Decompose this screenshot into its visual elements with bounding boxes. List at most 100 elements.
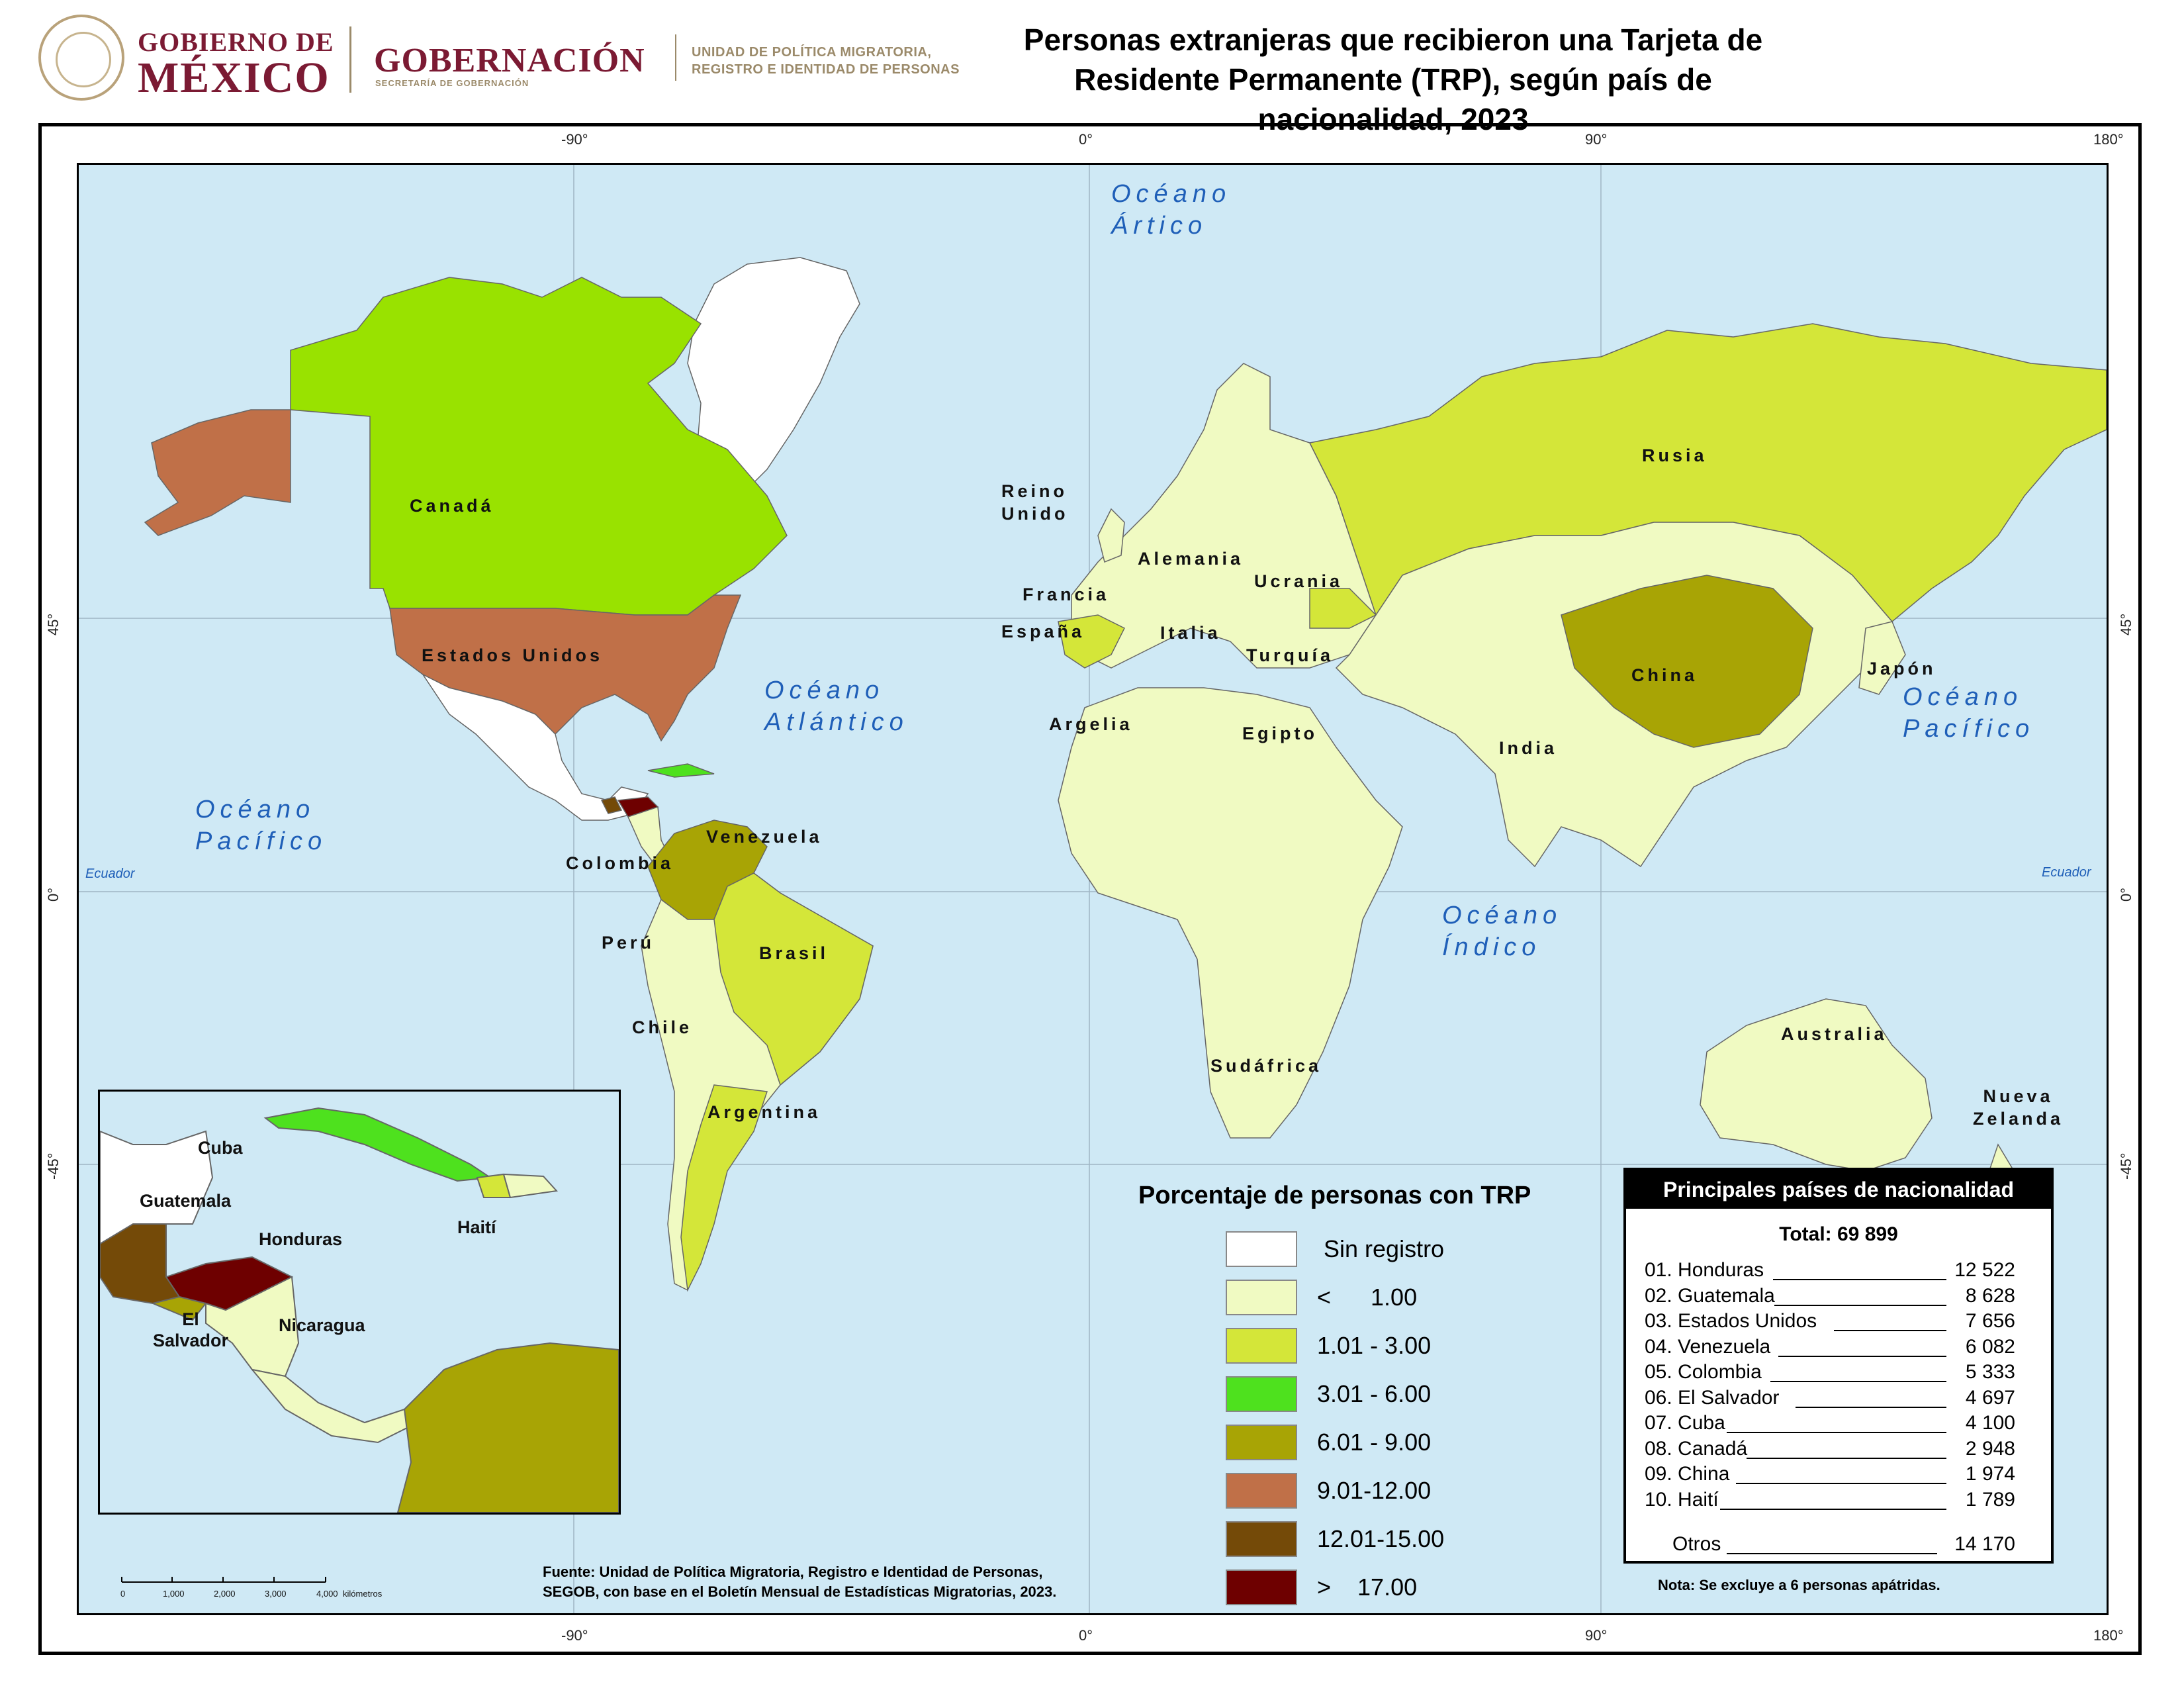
- row-leader-line: [1834, 1330, 1946, 1331]
- australia-shape: [1700, 998, 1933, 1172]
- label-sudafrica: Sudáfrica: [1210, 1056, 1322, 1076]
- legend-swatch-1: [1226, 1280, 1297, 1315]
- label-india: India: [1499, 738, 1558, 758]
- row-leader-line: [1773, 1279, 1946, 1280]
- label-china: China: [1631, 665, 1698, 685]
- scale-tick-4000: 4,000: [316, 1589, 338, 1599]
- label-zelanda: Zelanda: [1973, 1109, 2064, 1129]
- source-line1: Fuente: Unidad de Política Migratoria, R…: [543, 1564, 1043, 1580]
- label-alemania: Alemania: [1138, 549, 1244, 569]
- label-peru: Perú: [602, 933, 655, 953]
- gobierno-logo-line2: MÉXICO: [138, 54, 330, 102]
- inset-costa-rica-panama-shape: [250, 1368, 419, 1444]
- table-row: 03. Estados Unidos 7 656: [1645, 1310, 2015, 1335]
- legend-swatch-2: [1226, 1328, 1297, 1364]
- row-name: 02. Guatemala: [1645, 1284, 1775, 1307]
- ocean-pacifico-e: Océano Pacífico: [1903, 681, 2034, 745]
- row-leader-line: [1796, 1406, 1946, 1408]
- legend-label-5: 9.01-12.00: [1317, 1477, 1432, 1504]
- row-value: 1 974: [1965, 1463, 2015, 1485]
- tick-left-0: 0°: [45, 887, 62, 902]
- row-value: 4 100: [1965, 1412, 2015, 1434]
- label-brasil: Brasil: [759, 943, 829, 963]
- legend-label-0: Sin registro: [1324, 1235, 1445, 1262]
- ocean-atlantico: Océano Atlántico: [764, 675, 909, 738]
- table-row: 04. Venezuela 6 082: [1645, 1336, 2015, 1361]
- row-value: 12 522: [1954, 1259, 2015, 1281]
- table-row: 09. China 1 974: [1645, 1463, 2015, 1488]
- row-otros-value: 14 170: [1954, 1533, 2015, 1555]
- scale-tick-3000: 3,000: [265, 1589, 287, 1599]
- argentina-shape: [680, 1084, 768, 1292]
- gobernacion-subtitle: SECRETARÍA DE GOBERNACIÓN: [375, 78, 529, 88]
- row-name: 06. El Salvador: [1645, 1386, 1780, 1409]
- row-name: 07. Cuba: [1645, 1412, 1725, 1434]
- row-name: 03. Estados Unidos: [1645, 1310, 1817, 1332]
- legend-label-3: 3.01 - 6.00: [1317, 1380, 1432, 1407]
- ocean-pacifico-e-l2: Pacífico: [1903, 715, 2035, 743]
- spain-shape: [1058, 614, 1126, 669]
- top-countries-table: Principales países de nacionalidad Total…: [1623, 1168, 2054, 1564]
- map-title-line2: Residente Permanente (TRP), según país d…: [1074, 62, 1712, 136]
- row-leader-line: [1736, 1483, 1946, 1484]
- label-colombia: Colombia: [566, 853, 674, 873]
- table-row: 08. Canadá 2 948: [1645, 1438, 2015, 1463]
- unidad-line1: UNIDAD DE POLÍTICA MIGRATORIA,: [692, 45, 932, 60]
- row-value: 1 789: [1965, 1488, 2015, 1511]
- gobernacion-logo: GOBERNACIÓN: [374, 42, 645, 79]
- inset-label-haiti: Haití: [457, 1217, 496, 1237]
- legend-label-1: < 1.00: [1317, 1284, 1418, 1311]
- row-name: 04. Venezuela: [1645, 1335, 1771, 1358]
- inset-svg: [100, 1107, 619, 1513]
- gobierno-logo-line1: GOBIERNO DE: [138, 27, 334, 57]
- row-leader-line: [1727, 1432, 1946, 1433]
- row-leader-line: [1774, 1304, 1946, 1306]
- coat-of-arms-seal: [38, 15, 124, 101]
- inset-dr-shape: [502, 1173, 559, 1199]
- tick-bottom-0: 0°: [1079, 1627, 1093, 1644]
- legend-swatch-5: [1226, 1473, 1297, 1509]
- greenland-shape: [687, 257, 860, 496]
- table-row: 07. Cuba 4 100: [1645, 1412, 2015, 1437]
- table-row: 02. Guatemala 8 628: [1645, 1285, 2015, 1310]
- inset-cuba-shape: [263, 1107, 492, 1182]
- row-leader-line: [1747, 1457, 1946, 1459]
- inset-colombia-venezuela-shape: [396, 1342, 619, 1513]
- scale-tick-1000: 1,000: [163, 1589, 185, 1599]
- label-unido: Unido: [1001, 504, 1069, 524]
- legend-swatch-4: [1226, 1425, 1297, 1460]
- row-leader-line: [1720, 1508, 1946, 1510]
- label-italia: Italia: [1160, 623, 1221, 643]
- ocean-indico-l1: Océano: [1442, 902, 1563, 929]
- legend-label-2: 1.01 - 3.00: [1317, 1332, 1432, 1359]
- row-value: 6 082: [1965, 1335, 2015, 1358]
- legend-label-7: > 17.00: [1317, 1573, 1418, 1601]
- table-row: 10. Haití 1 789: [1645, 1489, 2015, 1514]
- legend-swatch-6: [1226, 1521, 1297, 1557]
- table-note: Nota: Se excluye a 6 personas apátridas.: [1658, 1577, 1940, 1593]
- inset-label-el: El: [182, 1309, 199, 1329]
- legend-swatch-3: [1226, 1376, 1297, 1412]
- map-frame: [38, 123, 2142, 1655]
- label-rusia: Rusia: [1642, 445, 1707, 465]
- label-reino: Reino: [1001, 481, 1068, 501]
- ocean-indico-l2: Índico: [1442, 933, 1541, 961]
- uk-shape: [1097, 508, 1125, 563]
- label-reino-unido: Reino Unido: [1001, 480, 1068, 525]
- legend-swatch-0: [1226, 1231, 1297, 1267]
- inset-label-honduras: Honduras: [259, 1229, 343, 1249]
- row-name: 09. China: [1645, 1463, 1730, 1485]
- unidad-line2: REGISTRO E IDENTIDAD DE PERSONAS: [692, 62, 960, 77]
- row-name: 05. Colombia: [1645, 1361, 1762, 1383]
- ukraine-shape: [1309, 588, 1377, 629]
- table-header: Principales países de nacionalidad: [1626, 1170, 2051, 1209]
- equator-label-right: Ecuador: [2042, 865, 2091, 880]
- table-row: 01. Honduras 12 522: [1645, 1259, 2015, 1284]
- tick-top-m90: -90°: [561, 131, 588, 148]
- africa-shape: [1058, 687, 1403, 1139]
- row-name: 08. Canadá: [1645, 1437, 1748, 1460]
- table-row-otros: Otros 14 170: [1672, 1533, 2015, 1558]
- label-turquia: Turquía: [1246, 645, 1334, 665]
- inset-label-salvador: Salvador: [153, 1331, 229, 1350]
- tick-left-45: 45°: [45, 613, 62, 635]
